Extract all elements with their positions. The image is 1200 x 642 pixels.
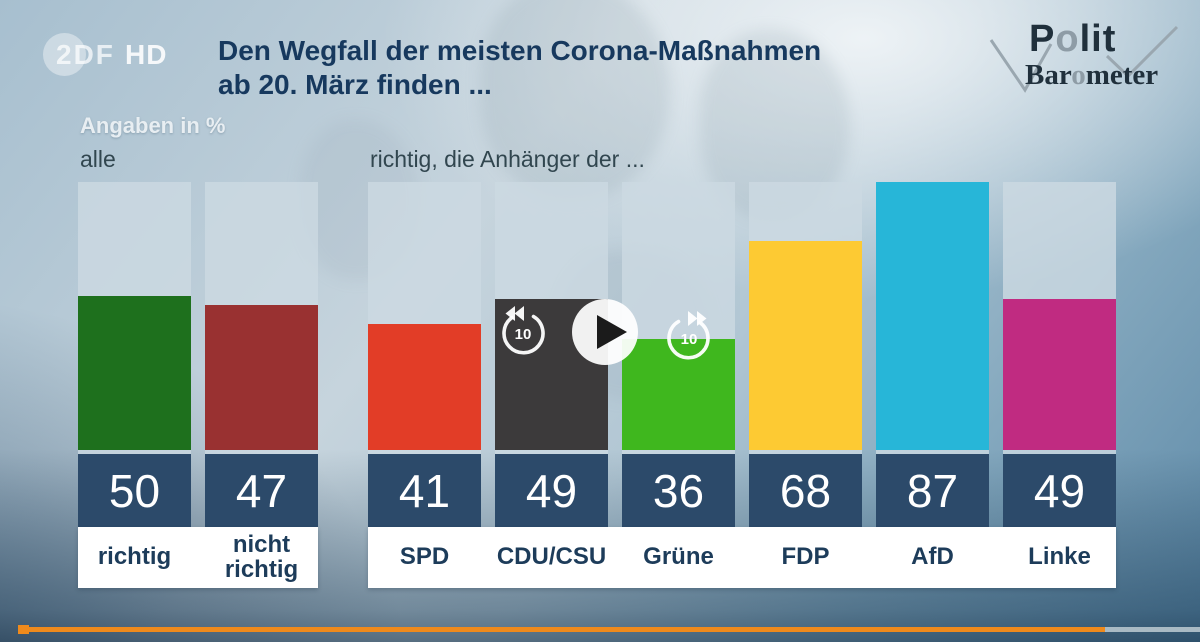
category-label-band: richtig nicht richtig [78, 527, 318, 588]
category-label-nicht richtig: nicht richtig [224, 530, 299, 583]
bar-columns: 41 49 36 68 87 49 [368, 182, 1116, 527]
bar-column-nicht richtig: 47 [205, 182, 318, 527]
zdf-logo-text: 2DF [56, 39, 115, 70]
value-box-Linke: 49 [1003, 454, 1116, 527]
title-line-1: Den Wegfall der meisten Corona-Maßnahmen [218, 35, 822, 66]
zdf-hd-watermark: 2DF HD [43, 32, 193, 80]
units-label: Angaben in % [80, 113, 226, 138]
group-label-alle: alle [80, 146, 116, 172]
forward-10-button[interactable]: 10 [660, 306, 718, 364]
bar-Grüne [622, 339, 735, 450]
category-label-band: SPD CDU/CSU Grüne FDP AfD Linke [368, 527, 1116, 588]
bar-group-alle: alle 50 47 richtig nicht richtig [78, 146, 318, 588]
bar-column-Grüne: 36 [622, 182, 735, 527]
bar-AfD [876, 182, 989, 450]
background-virus-blob [480, 0, 670, 200]
category-label-AfD: AfD [911, 543, 954, 571]
category-label-richtig: richtig [97, 543, 172, 571]
category-label-FDP: FDP [781, 543, 830, 571]
rewind-10-button[interactable]: 10 [494, 301, 552, 359]
politbarometer-logo: Polit Barometer [985, 18, 1190, 110]
hd-badge: HD [125, 39, 168, 70]
value-box-richtig: 50 [78, 454, 191, 527]
forward-10-icon: 10 [667, 311, 710, 360]
video-progress-bar[interactable] [18, 627, 1200, 632]
value-box-FDP: 68 [749, 454, 862, 527]
bar-column-SPD: 41 [368, 182, 481, 527]
progress-start-nub [18, 625, 29, 634]
bar-column-FDP: 68 [749, 182, 862, 527]
value-box-SPD: 41 [368, 454, 481, 527]
category-label-CDU/CSU: CDU/CSU [496, 543, 607, 571]
bar-nicht richtig [205, 305, 318, 450]
bar-Linke [1003, 299, 1116, 450]
category-label-Grüne: Grüne [643, 543, 714, 571]
rewind-10-icon: 10 [502, 306, 545, 355]
brand-barometer: Barometer [1025, 59, 1159, 91]
play-icon [572, 299, 638, 365]
progress-played [18, 627, 1106, 632]
value-box-Grüne: 36 [622, 454, 735, 527]
svg-text:10: 10 [515, 326, 532, 343]
title-line-2: ab 20. März finden ... [218, 69, 492, 100]
group-label-anhaenger: richtig, die Anhänger der ... [370, 146, 645, 172]
checkmark-icon [989, 25, 1179, 93]
play-button[interactable] [570, 297, 640, 367]
bar-group-anhaenger: richtig, die Anhänger der ... 41 49 36 68 87… [368, 146, 1116, 588]
value-box-AfD: 87 [876, 454, 989, 527]
bar-columns: 50 47 [78, 182, 318, 527]
bar-SPD [368, 323, 481, 450]
value-box-nicht richtig: 47 [205, 454, 318, 527]
category-label-SPD: SPD [399, 543, 450, 571]
value-box-CDU/CSU: 49 [495, 454, 608, 527]
brand-polit: Polit [1029, 18, 1117, 60]
svg-text:10: 10 [681, 331, 698, 348]
bar-FDP [749, 240, 862, 450]
category-label-Linke: Linke [1028, 543, 1091, 571]
bar-column-AfD: 87 [876, 182, 989, 527]
bar-richtig [78, 296, 191, 450]
bar-column-richtig: 50 [78, 182, 191, 527]
page-title: Den Wegfall der meisten Corona-Maßnahmen… [218, 34, 821, 102]
bar-column-Linke: 49 [1003, 182, 1116, 527]
zdf-logo-circle-icon [43, 33, 86, 76]
